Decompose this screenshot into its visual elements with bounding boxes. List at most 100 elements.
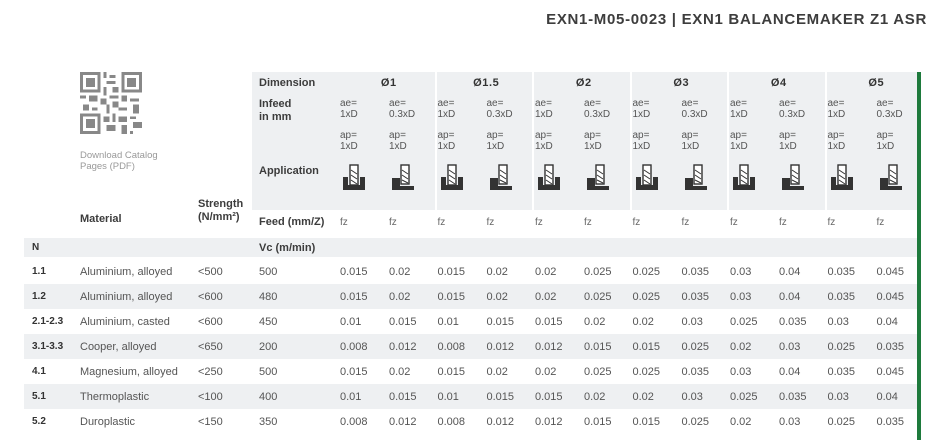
side-milling-icon xyxy=(392,164,414,190)
feed-value: 0.02 xyxy=(584,315,606,328)
feed-value: 0.015 xyxy=(632,340,661,353)
dimension-separator xyxy=(434,72,437,210)
feed-value: 0.015 xyxy=(389,315,417,328)
table-row: 5.1 Thermoplastic <100 400 0.01 0.015 0.01 0.01… xyxy=(24,384,917,409)
feed-value: 0.025 xyxy=(827,415,856,428)
ae-line2: 0.3xD xyxy=(486,109,513,120)
ap-line1: ap= xyxy=(584,130,601,141)
feed-value: 0.035 xyxy=(681,365,710,378)
ap-value: ap= 1xD xyxy=(389,130,407,154)
ap-line1: ap= xyxy=(632,130,650,141)
feed-value: 0.015 xyxy=(632,415,661,428)
feed-value: 0.01 xyxy=(340,390,362,403)
ap-line1: ap= xyxy=(535,130,552,141)
ap-line1: ap= xyxy=(389,130,406,141)
ap-line2: 1xD xyxy=(681,141,700,152)
ap-line2: 1xD xyxy=(632,141,651,152)
ap-line2: 1xD xyxy=(779,141,797,152)
material-code: 5.2 xyxy=(32,416,46,427)
feed-value: 0.035 xyxy=(779,315,807,328)
ap-line2: 1xD xyxy=(340,141,358,152)
ap-line2: 1xD xyxy=(389,141,407,152)
feed-value: 0.02 xyxy=(730,415,752,428)
material-label: Material xyxy=(80,213,122,225)
feed-value: 0.025 xyxy=(584,365,612,378)
feed-label: Feed (mm/Z) xyxy=(259,216,325,228)
feed-value: 0.025 xyxy=(632,290,661,303)
material-strength: <250 xyxy=(198,365,223,378)
dimension-header-0: Ø1 xyxy=(380,77,397,89)
dimension-header-1: Ø1.5 xyxy=(473,77,500,89)
feed-value: 0.03 xyxy=(779,340,801,353)
table-row: 1.1 Aluminium, alloyed <500 500 0.015 0.02 0.0… xyxy=(24,259,917,284)
material-strength: <600 xyxy=(198,315,223,328)
ae-value: ae= 1xD xyxy=(633,98,651,122)
material-strength: <650 xyxy=(198,340,223,353)
feed-value: 0.03 xyxy=(681,390,703,403)
ae-line2: 0.3xD xyxy=(876,109,903,120)
feed-value: 0.025 xyxy=(632,365,661,378)
strength-label: Strength (N/mm²) xyxy=(198,198,243,226)
ae-value: ae= 0.3xD xyxy=(682,98,708,122)
material-code: 2.1-2.3 xyxy=(32,316,64,327)
ae-line1: ae= xyxy=(535,98,552,109)
feed-value: 0.025 xyxy=(584,265,612,278)
ae-line1: ae= xyxy=(632,98,650,109)
feed-value: 0.01 xyxy=(437,315,459,328)
feed-value: 0.02 xyxy=(632,315,654,328)
feed-value: 0.03 xyxy=(730,290,752,303)
feed-value: 0.015 xyxy=(486,390,515,403)
feed-value: 0.03 xyxy=(681,315,703,328)
ae-line2: 1xD xyxy=(437,109,456,120)
material-name: Cooper, alloyed xyxy=(80,340,157,353)
ap-line2: 1xD xyxy=(437,141,456,152)
feed-value: 0.025 xyxy=(827,340,856,353)
table-row: 1.2 Aluminium, alloyed <600 480 0.015 0.02 0.0… xyxy=(24,284,917,309)
table-row: 3.1-3.3 Cooper, alloyed <650 200 0.008 0.012 0… xyxy=(24,334,917,359)
ae-line2: 1xD xyxy=(827,109,846,120)
download-catalog-link[interactable]: Download Catalog Pages (PDF) xyxy=(80,150,200,172)
feed-value: 0.03 xyxy=(730,265,752,278)
feed-value: 0.02 xyxy=(486,365,508,378)
feed-value: 0.03 xyxy=(827,315,849,328)
feed-value: 0.02 xyxy=(389,365,411,378)
material-group-code: N xyxy=(32,242,40,253)
feed-value: 0.035 xyxy=(779,390,807,403)
fz-label: fz xyxy=(584,216,592,228)
feed-value: 0.025 xyxy=(730,315,758,328)
side-milling-icon xyxy=(782,164,804,190)
ap-value: ap= 1xD xyxy=(438,130,456,154)
feed-value: 0.015 xyxy=(535,315,563,328)
feed-value: 0.008 xyxy=(437,340,466,353)
ap-line2: 1xD xyxy=(584,141,602,152)
feed-value: 0.03 xyxy=(779,415,801,428)
ae-line2: 0.3xD xyxy=(584,109,611,120)
ap-value: ap= 1xD xyxy=(877,130,895,154)
feed-value: 0.015 xyxy=(437,365,466,378)
qr-code-icon[interactable] xyxy=(80,72,142,134)
feed-value: 0.04 xyxy=(779,290,801,303)
feed-value: 0.035 xyxy=(827,365,856,378)
fz-label: fz xyxy=(437,216,446,228)
feed-value: 0.012 xyxy=(389,415,417,428)
feed-value: 0.02 xyxy=(730,340,752,353)
feed-value: 0.008 xyxy=(437,415,466,428)
feed-value: 0.03 xyxy=(730,365,752,378)
feed-value: 0.015 xyxy=(535,390,563,403)
table-row: 4.1 Magnesium, alloyed <250 500 0.015 0.02 0.0… xyxy=(24,359,917,384)
cutting-speed: 450 xyxy=(259,315,278,328)
material-name: Aluminium, alloyed xyxy=(80,290,173,303)
feed-value: 0.045 xyxy=(876,265,905,278)
ae-line2: 0.3xD xyxy=(779,109,806,120)
ae-line2: 0.3xD xyxy=(681,109,708,120)
feed-value: 0.035 xyxy=(876,415,905,428)
infeed-label: Infeed in mm xyxy=(259,98,291,128)
dimension-separator xyxy=(532,72,534,210)
feed-value: 0.012 xyxy=(389,340,417,353)
feed-value: 0.025 xyxy=(632,265,661,278)
material-code: 5.1 xyxy=(32,391,46,402)
cutting-speed: 200 xyxy=(259,340,278,353)
ap-value: ap= 1xD xyxy=(779,130,797,154)
feed-value: 0.01 xyxy=(340,315,362,328)
ae-line1: ae= xyxy=(827,98,845,109)
